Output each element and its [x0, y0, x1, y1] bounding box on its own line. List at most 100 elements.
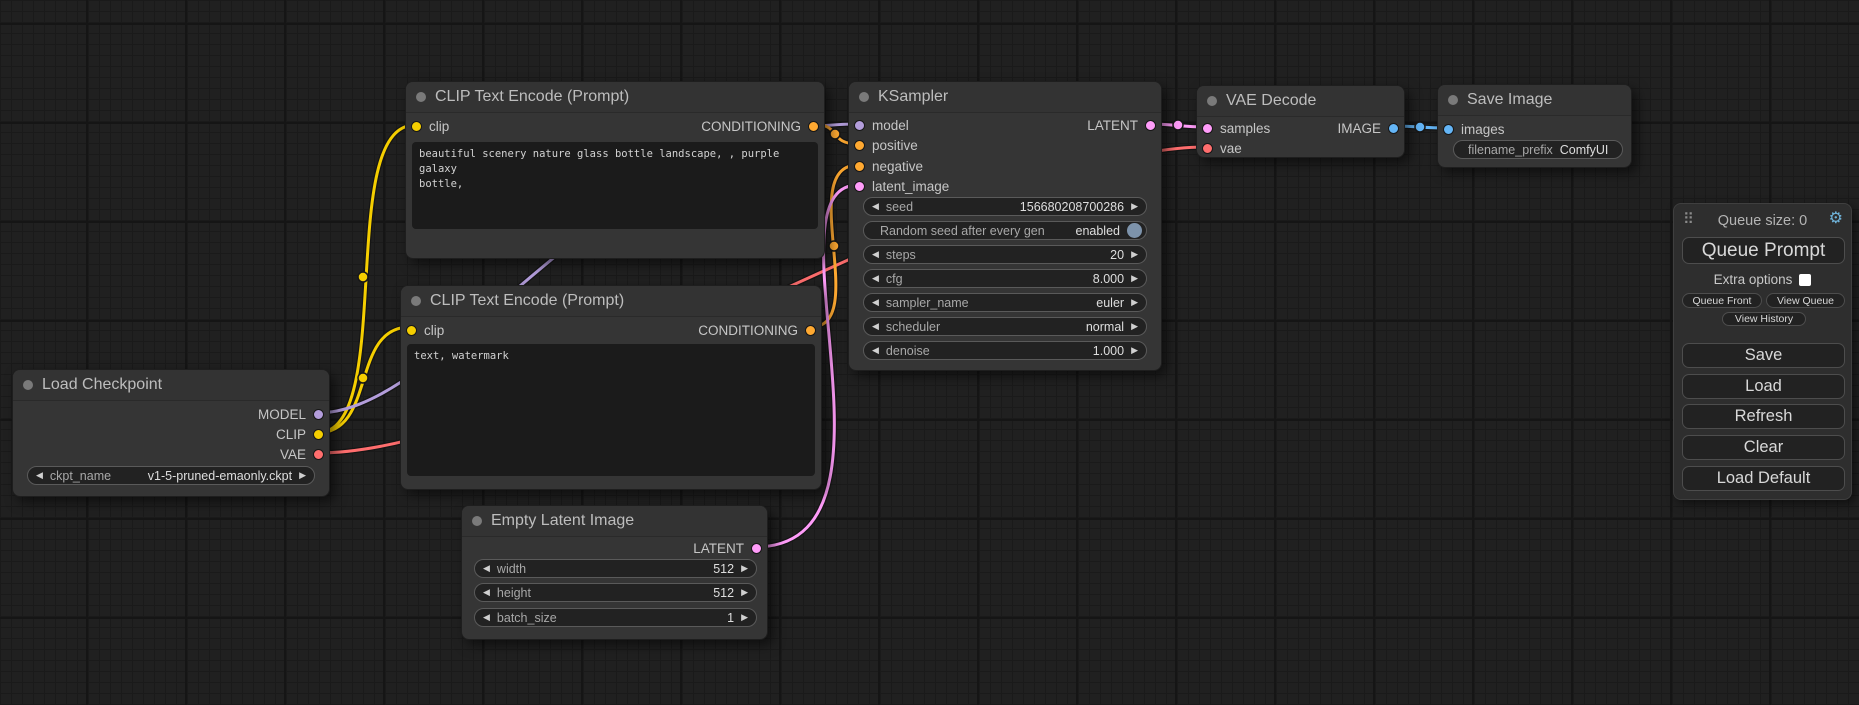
widget-label: batch_size — [496, 610, 557, 625]
view-history-button[interactable]: View History — [1722, 312, 1806, 326]
widget-value: 512 — [713, 561, 735, 576]
decrement-arrow-icon[interactable]: ◀ — [872, 249, 879, 259]
decrement-arrow-icon[interactable]: ◀ — [483, 587, 490, 597]
collapse-dot-icon[interactable] — [23, 380, 33, 390]
node-title: CLIP Text Encode (Prompt) — [430, 292, 625, 309]
filename-prefix-widget[interactable]: filename_prefix ComfyUI — [1453, 140, 1623, 159]
settings-gear-icon[interactable]: ⚙ — [1828, 210, 1843, 227]
output-slot-vae[interactable] — [313, 448, 324, 460]
load-button[interactable]: Load — [1682, 374, 1845, 399]
node-title-bar: CLIP Text Encode (Prompt) — [406, 82, 824, 113]
width-widget[interactable]: ◀ width 512 ▶ — [474, 559, 757, 578]
input-slot-model[interactable] — [854, 119, 865, 131]
random-seed-widget[interactable]: Random seed after every gen enabled — [863, 221, 1147, 240]
increment-arrow-icon[interactable]: ▶ — [741, 563, 748, 573]
steps-widget[interactable]: ◀ steps 20 ▶ — [863, 245, 1147, 264]
increment-arrow-icon[interactable]: ▶ — [1131, 345, 1138, 355]
increment-arrow-icon[interactable]: ▶ — [1131, 201, 1138, 211]
node-empty-latent-image[interactable]: Empty Latent Image LATENT ◀ width 512 ▶ … — [461, 505, 768, 640]
increment-arrow-icon[interactable]: ▶ — [299, 470, 306, 480]
widget-value: 20 — [1110, 247, 1125, 262]
collapse-dot-icon[interactable] — [859, 92, 869, 102]
random-seed-toggle[interactable] — [1127, 223, 1142, 238]
input-label-images: images — [1461, 121, 1505, 137]
seed-widget[interactable]: ◀ seed 156680208700286 ▶ — [863, 197, 1147, 216]
collapse-dot-icon[interactable] — [1448, 95, 1458, 105]
node-title: Load Checkpoint — [42, 376, 163, 393]
increment-arrow-icon[interactable]: ▶ — [1131, 273, 1138, 283]
widget-label: filename_prefix — [1468, 142, 1553, 157]
collapse-dot-icon[interactable] — [416, 92, 426, 102]
input-slot-clip[interactable] — [406, 324, 417, 336]
cfg-widget[interactable]: ◀ cfg 8.000 ▶ — [863, 269, 1147, 288]
view-queue-button[interactable]: View Queue — [1766, 293, 1845, 308]
sampler-name-widget[interactable]: ◀ sampler_name euler ▶ — [863, 293, 1147, 312]
decrement-arrow-icon[interactable]: ◀ — [483, 563, 490, 573]
prompt-textarea[interactable]: beautiful scenery nature glass bottle la… — [412, 142, 818, 229]
node-save-image[interactable]: Save Image images filename_prefix ComfyU… — [1437, 84, 1632, 168]
scheduler-widget[interactable]: ◀ scheduler normal ▶ — [863, 317, 1147, 336]
node-vae-decode[interactable]: VAE Decode samples IMAGE vae — [1196, 85, 1405, 158]
output-slot-latent[interactable] — [751, 542, 762, 554]
batch-size-widget[interactable]: ◀ batch_size 1 ▶ — [474, 608, 757, 627]
output-slot-conditioning[interactable] — [805, 324, 816, 336]
input-label-samples: samples — [1220, 120, 1271, 136]
input-label-vae: vae — [1220, 140, 1242, 156]
input-slot-vae[interactable] — [1202, 142, 1213, 154]
extra-options-checkbox[interactable] — [1799, 273, 1812, 286]
collapse-dot-icon[interactable] — [472, 516, 482, 526]
refresh-button[interactable]: Refresh — [1682, 404, 1845, 429]
output-label-model: MODEL — [257, 406, 306, 422]
link-midpoint-dot — [357, 372, 369, 384]
output-slot-conditioning[interactable] — [808, 120, 819, 132]
height-widget[interactable]: ◀ height 512 ▶ — [474, 583, 757, 602]
collapse-dot-icon[interactable] — [411, 296, 421, 306]
node-ksampler[interactable]: KSampler model LATENT positive negative … — [848, 81, 1162, 371]
decrement-arrow-icon[interactable]: ◀ — [872, 321, 879, 331]
node-title: CLIP Text Encode (Prompt) — [435, 88, 630, 105]
decrement-arrow-icon[interactable]: ◀ — [36, 470, 43, 480]
collapse-dot-icon[interactable] — [1207, 96, 1217, 106]
output-slot-clip[interactable] — [313, 428, 324, 440]
increment-arrow-icon[interactable]: ▶ — [1131, 249, 1138, 259]
decrement-arrow-icon[interactable]: ◀ — [872, 345, 879, 355]
input-label-clip: clip — [429, 118, 450, 134]
decrement-arrow-icon[interactable]: ◀ — [872, 297, 879, 307]
increment-arrow-icon[interactable]: ▶ — [741, 587, 748, 597]
increment-arrow-icon[interactable]: ▶ — [1131, 321, 1138, 331]
output-slot-latent[interactable] — [1145, 119, 1156, 131]
increment-arrow-icon[interactable]: ▶ — [1131, 297, 1138, 307]
input-slot-samples[interactable] — [1202, 122, 1213, 134]
drag-handle-icon[interactable]: ⠿ — [1683, 211, 1694, 228]
widget-value: 156680208700286 — [1019, 199, 1125, 214]
node-title-bar: Save Image — [1438, 85, 1631, 116]
clear-button[interactable]: Clear — [1682, 435, 1845, 460]
output-slot-model[interactable] — [313, 408, 324, 420]
denoise-widget[interactable]: ◀ denoise 1.000 ▶ — [863, 341, 1147, 360]
queue-front-button[interactable]: Queue Front — [1682, 293, 1762, 308]
input-slot-images[interactable] — [1443, 123, 1454, 135]
node-clip-text-encode-positive[interactable]: CLIP Text Encode (Prompt) clip CONDITION… — [405, 81, 825, 259]
queue-prompt-button[interactable]: Queue Prompt — [1682, 237, 1845, 264]
node-load-checkpoint[interactable]: Load Checkpoint MODEL CLIP VAE ◀ ckpt_na… — [12, 369, 330, 497]
increment-arrow-icon[interactable]: ▶ — [741, 612, 748, 622]
decrement-arrow-icon[interactable]: ◀ — [872, 273, 879, 283]
input-label-positive: positive — [872, 137, 918, 153]
prompt-textarea[interactable]: text, watermark — [407, 344, 815, 476]
queue-panel[interactable]: ⠿ Queue size: 0 ⚙ Queue Prompt Extra opt… — [1673, 203, 1852, 500]
node-clip-text-encode-negative[interactable]: CLIP Text Encode (Prompt) clip CONDITION… — [400, 285, 822, 490]
decrement-arrow-icon[interactable]: ◀ — [872, 201, 879, 211]
input-slot-clip[interactable] — [411, 120, 422, 132]
decrement-arrow-icon[interactable]: ◀ — [483, 612, 490, 622]
output-label-vae: VAE — [279, 446, 306, 462]
ckpt-name-widget[interactable]: ◀ ckpt_name v1-5-pruned-emaonly.ckpt ▶ — [27, 466, 315, 485]
input-slot-negative[interactable] — [854, 160, 865, 172]
load-default-button[interactable]: Load Default — [1682, 466, 1845, 491]
save-button[interactable]: Save — [1682, 343, 1845, 368]
extra-options-row: Extra options — [1674, 272, 1851, 287]
output-slot-image[interactable] — [1388, 122, 1399, 134]
input-slot-latent-image[interactable] — [854, 180, 865, 192]
output-label-conditioning: CONDITIONING — [701, 118, 801, 134]
input-slot-positive[interactable] — [854, 139, 865, 151]
